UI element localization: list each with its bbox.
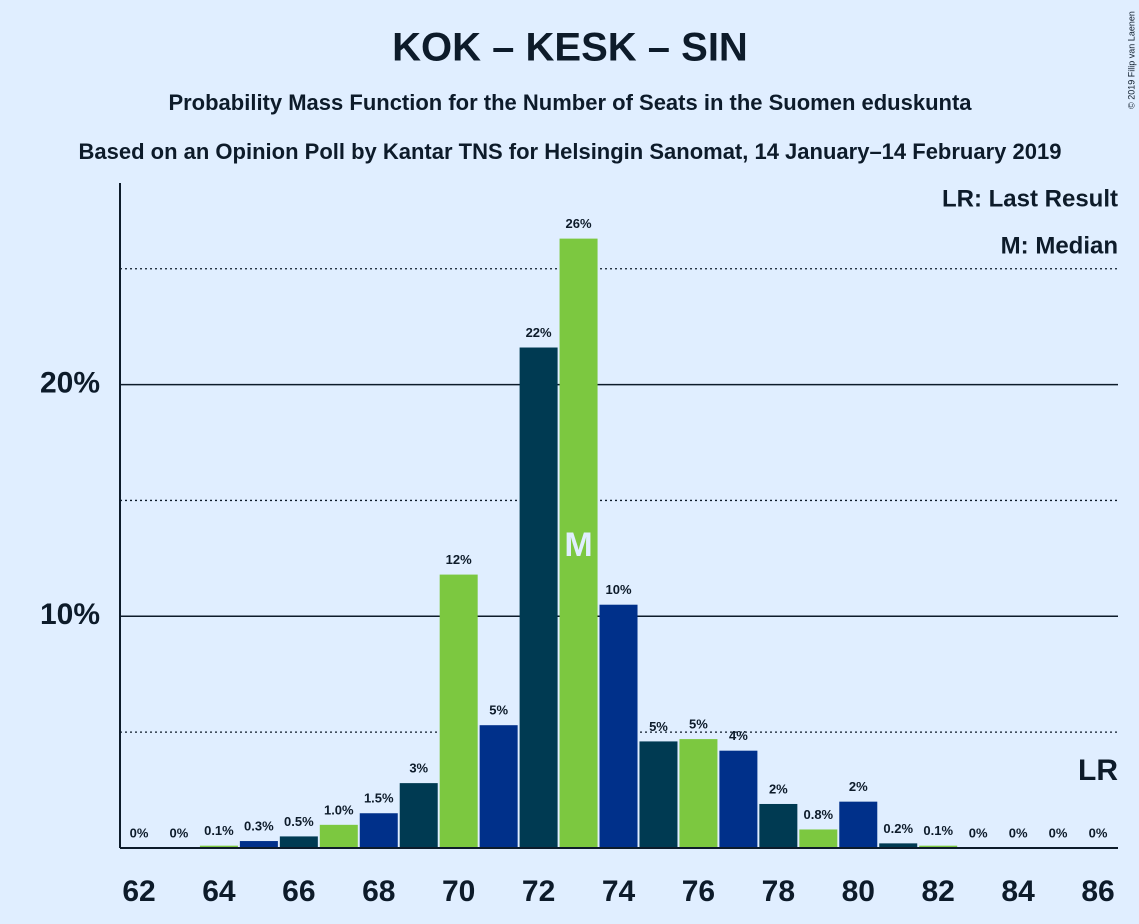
value-label: 0% — [969, 825, 988, 840]
value-label: 12% — [446, 552, 472, 567]
value-label: 1.0% — [324, 802, 354, 817]
x-tick-label: 70 — [442, 875, 475, 908]
value-label: 5% — [649, 719, 668, 734]
bar — [599, 604, 638, 848]
x-tick-label: 74 — [602, 875, 636, 908]
value-label: 0% — [130, 825, 149, 840]
bar — [639, 741, 678, 848]
value-label: 0.1% — [204, 823, 234, 838]
bar — [319, 824, 358, 848]
value-label: 0.1% — [923, 823, 953, 838]
value-label: 22% — [526, 325, 552, 340]
value-label: 26% — [566, 216, 592, 231]
value-label: 0% — [1009, 825, 1028, 840]
value-label: 5% — [689, 717, 708, 732]
x-tick-label: 78 — [762, 875, 795, 908]
median-marker: M — [564, 526, 592, 564]
chart-subtitle: Probability Mass Function for the Number… — [168, 90, 972, 115]
value-label: 0% — [1049, 825, 1068, 840]
bar — [439, 574, 478, 848]
x-tick-label: 76 — [682, 875, 715, 908]
x-tick-label: 66 — [282, 875, 315, 908]
x-tick-label: 86 — [1081, 875, 1114, 908]
x-tick-label: 68 — [362, 875, 395, 908]
x-tick-label: 72 — [522, 875, 555, 908]
x-tick-label: 80 — [842, 875, 875, 908]
x-tick-label: 84 — [1001, 875, 1035, 908]
value-label: 0.2% — [883, 821, 913, 836]
bar — [359, 813, 398, 848]
bar — [679, 739, 718, 848]
value-label: 0% — [170, 825, 189, 840]
bar — [799, 829, 838, 848]
value-label: 2% — [849, 779, 868, 794]
bar — [839, 801, 878, 848]
legend-note: M: Median — [1001, 232, 1118, 259]
bar — [279, 836, 318, 848]
last-result-marker: LR — [1078, 754, 1118, 787]
y-tick-label: 20% — [40, 367, 100, 400]
bar — [399, 783, 438, 848]
copyright: © 2019 Filip van Laenen — [1126, 11, 1136, 109]
bar — [559, 238, 598, 849]
value-label: 3% — [409, 761, 428, 776]
value-label: 2% — [769, 781, 788, 796]
y-tick-label: 10% — [40, 598, 100, 631]
bar — [519, 347, 558, 848]
value-label: 0.3% — [244, 818, 274, 833]
x-tick-label: 82 — [922, 875, 955, 908]
value-label: 10% — [606, 582, 632, 597]
value-label: 0.8% — [803, 807, 833, 822]
value-label: 1.5% — [364, 791, 394, 806]
chart-title: KOK – KESK – SIN — [392, 26, 748, 70]
bar — [239, 841, 278, 848]
value-label: 0% — [1089, 825, 1108, 840]
value-label: 0.5% — [284, 814, 314, 829]
bar — [719, 750, 758, 848]
bar — [919, 845, 958, 848]
value-label: 5% — [489, 703, 508, 718]
bar — [879, 843, 918, 848]
bar — [199, 845, 238, 848]
x-tick-label: 62 — [122, 875, 155, 908]
x-tick-label: 64 — [202, 875, 236, 908]
value-label: 4% — [729, 728, 748, 743]
chart-caption: Based on an Opinion Poll by Kantar TNS f… — [79, 139, 1062, 164]
bar — [759, 803, 798, 848]
legend-note: LR: Last Result — [942, 185, 1118, 212]
bar — [479, 725, 518, 848]
